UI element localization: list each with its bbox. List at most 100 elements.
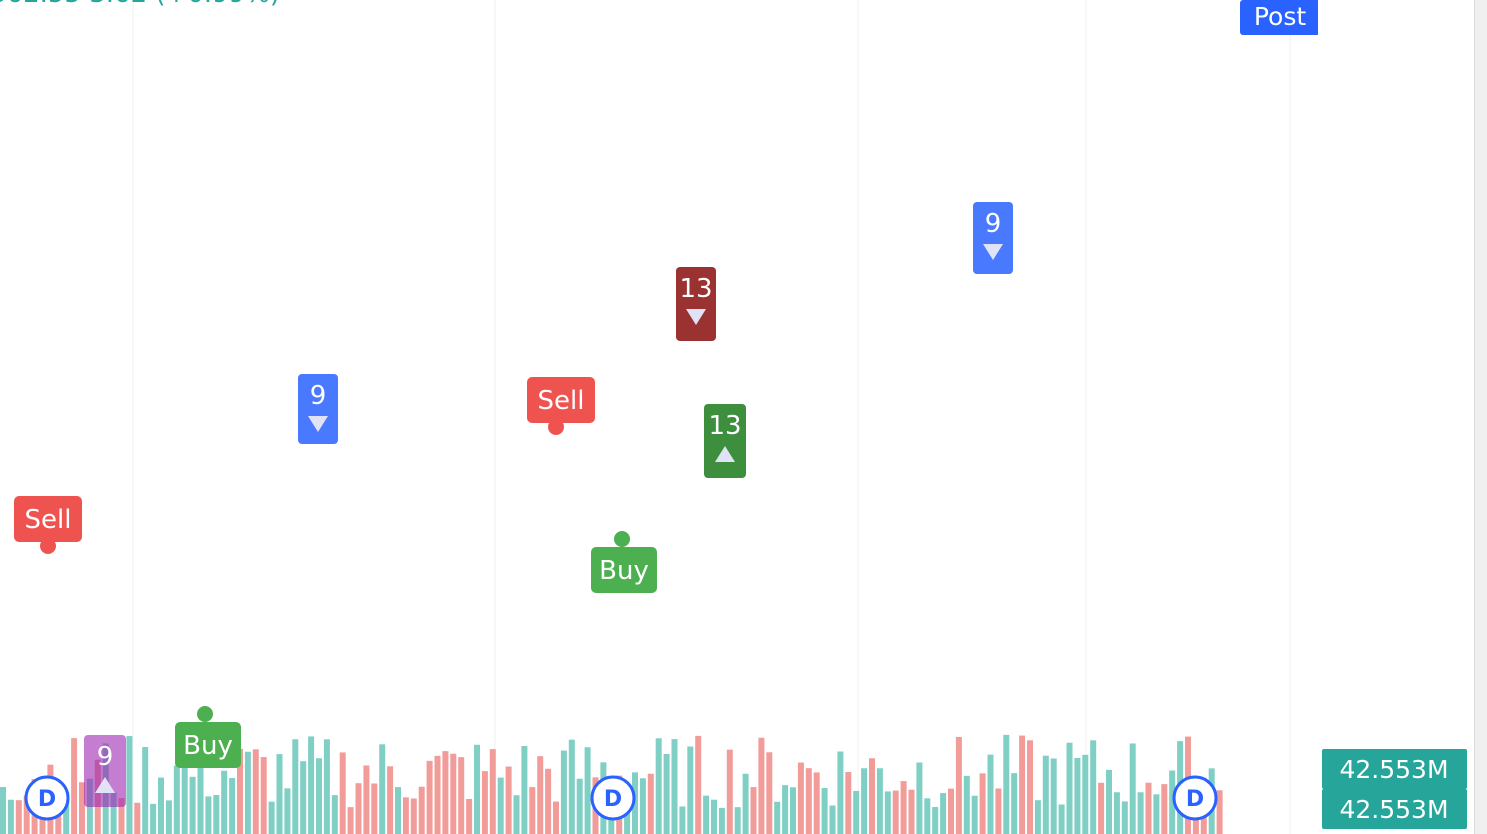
volume-bar xyxy=(829,805,836,834)
arrow-up-icon xyxy=(95,777,115,793)
volume-bar xyxy=(971,795,978,834)
chart-grid xyxy=(132,0,1291,834)
volume-bar xyxy=(940,793,947,834)
sell-signal-label: Sell xyxy=(538,386,585,416)
volume-bar xyxy=(955,736,962,834)
volume-bar xyxy=(734,807,741,834)
volume-bar xyxy=(726,749,733,834)
volume-bar xyxy=(126,736,133,834)
buy-signal-label: Buy xyxy=(183,731,233,761)
volume-bar xyxy=(363,765,370,834)
volume-badge: 42.553M xyxy=(1322,749,1467,789)
volume-bar xyxy=(1019,735,1026,834)
td-count-box xyxy=(298,374,338,444)
volume-bar xyxy=(790,787,796,834)
volume-bar xyxy=(718,807,725,834)
volume-bar xyxy=(150,803,157,834)
volume-bar xyxy=(576,778,583,834)
volume-bar xyxy=(671,739,678,834)
sell-signal-box xyxy=(14,496,82,542)
volume-bar xyxy=(948,788,954,834)
volume-bar xyxy=(1011,773,1018,834)
volume-bar xyxy=(1098,782,1105,834)
volume-bar xyxy=(284,788,291,834)
volume-bar xyxy=(837,751,844,834)
volume-bar xyxy=(568,739,575,834)
buy-signal-box xyxy=(175,722,241,768)
td-count-badge: 13 xyxy=(676,267,716,341)
volume-bar xyxy=(426,760,433,834)
dividend-icon xyxy=(1172,775,1218,821)
volume-bar xyxy=(987,754,994,834)
td-count-label: 9 xyxy=(985,209,1002,239)
volume-bar xyxy=(861,768,868,834)
volume-bar xyxy=(521,746,528,834)
price-axis-bg xyxy=(1318,0,1474,834)
volume-bar xyxy=(323,739,330,834)
volume-bar xyxy=(797,762,804,834)
volume-bar xyxy=(276,754,283,834)
volume-bar xyxy=(1090,740,1097,834)
volume-bar xyxy=(205,796,212,834)
volume-bar xyxy=(560,750,567,834)
volume-bar xyxy=(695,735,702,834)
sell-signal-label: Sell xyxy=(25,505,72,535)
volume-bar xyxy=(489,749,496,834)
buy-signal-label: Buy xyxy=(599,556,649,586)
volume-bar xyxy=(853,790,860,834)
volume-bar xyxy=(1050,758,1057,834)
dividend-icon xyxy=(24,775,70,821)
volume-badge: 42.553M xyxy=(1322,789,1467,829)
volume-bar xyxy=(995,788,1002,834)
volume-bar xyxy=(1153,794,1160,834)
td-count-box xyxy=(84,735,126,807)
volume-bar xyxy=(505,766,512,834)
volume-bar xyxy=(395,787,401,834)
volume-bar xyxy=(529,787,536,834)
volume-bar xyxy=(474,744,480,834)
buy-signal: Buy xyxy=(175,706,241,768)
volume-bar xyxy=(158,777,164,834)
volume-bar xyxy=(7,799,14,834)
volume-bar xyxy=(884,791,891,834)
volume-bar xyxy=(924,798,931,834)
volume-bar xyxy=(1034,800,1041,834)
volume-bar xyxy=(79,782,85,834)
sell-signal-dot xyxy=(548,419,564,435)
dividend-label: D xyxy=(604,787,622,812)
volume-bar xyxy=(71,738,78,834)
volume-bar xyxy=(979,773,986,834)
volume-bar xyxy=(450,753,457,834)
td-count-badge: 9 xyxy=(973,202,1013,274)
volume-badge-label: 42.553M xyxy=(1339,755,1448,784)
volume-bar xyxy=(1121,801,1128,834)
volume-bar xyxy=(134,802,141,834)
volume-bar xyxy=(821,788,828,834)
sell-signal: Sell xyxy=(14,496,82,554)
volume-bar xyxy=(339,752,346,834)
price-axis: 340.00320.00300.00280.00260.00 xyxy=(1318,0,1474,834)
dividend-label: D xyxy=(38,787,56,812)
sell-signal-dot xyxy=(40,538,56,554)
volume-bar xyxy=(663,753,670,834)
volume-bar xyxy=(110,792,117,834)
volume-bar xyxy=(466,798,473,834)
volume-bar xyxy=(892,790,899,834)
volume-bar xyxy=(876,768,883,834)
volume-bar xyxy=(766,752,773,834)
volume-bar xyxy=(932,807,939,834)
volume-bar xyxy=(687,746,694,834)
td-count-label: 13 xyxy=(708,411,741,441)
volume-bar xyxy=(252,749,259,834)
volume-bar xyxy=(1169,770,1176,834)
buy-signal: Buy xyxy=(591,531,657,593)
volume-bar xyxy=(647,773,654,834)
volume-bar xyxy=(244,751,251,834)
volume-bar xyxy=(268,801,275,834)
td-count-label: 9 xyxy=(310,381,327,411)
vertical-scrollbar[interactable] xyxy=(1474,0,1487,834)
volume-bar xyxy=(711,799,717,834)
volume-bar xyxy=(1129,743,1136,834)
volume-badge-label: 42.553M xyxy=(1339,795,1448,824)
